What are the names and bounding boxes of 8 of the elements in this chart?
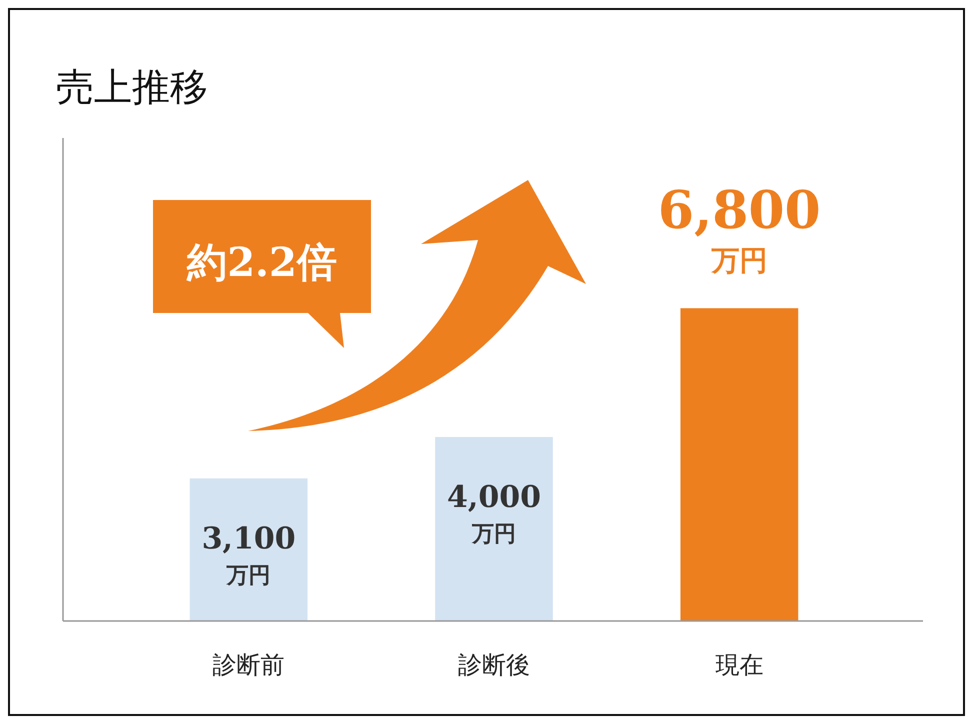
chart-title: 売上推移 — [56, 65, 208, 109]
data-label: 3,100 万円 — [202, 521, 296, 588]
x-tick-label: 診断前 — [212, 651, 285, 679]
x-tick-label: 診断後 — [458, 651, 530, 679]
annotation: 約2.2倍 — [186, 239, 337, 286]
data-label: 6,800 万円 — [658, 180, 821, 278]
data-label: 4,000 万円 — [447, 480, 541, 547]
x-tick-label: 現在 — [715, 651, 764, 679]
